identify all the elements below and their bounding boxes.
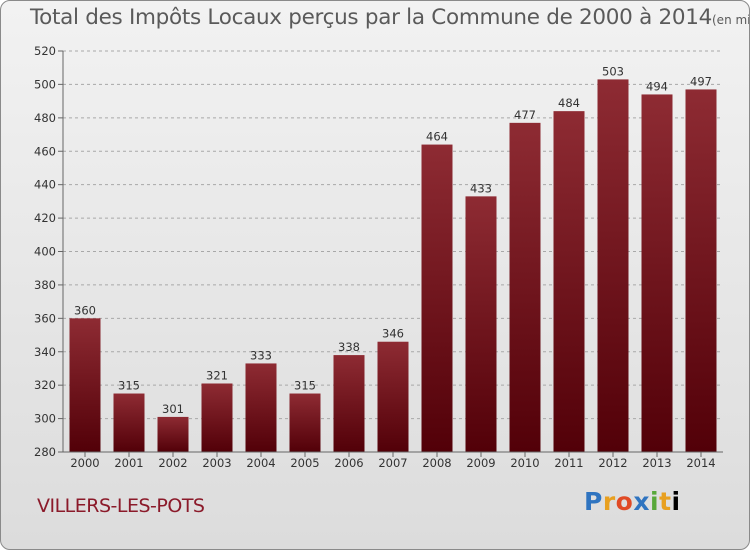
data-label: 477 xyxy=(514,108,536,122)
bar-2000 xyxy=(69,318,101,452)
bar-2010 xyxy=(509,122,541,453)
data-label: 360 xyxy=(74,303,96,317)
x-tick-label: 2002 xyxy=(158,456,187,470)
bar-2003 xyxy=(201,383,233,452)
bar-2005 xyxy=(289,393,321,452)
data-label: 346 xyxy=(382,327,404,341)
data-label: 315 xyxy=(294,379,316,393)
y-tick-label: 360 xyxy=(34,311,56,325)
y-tick-label: 280 xyxy=(34,445,56,459)
x-tick-label: 2010 xyxy=(510,456,539,470)
data-label: 433 xyxy=(470,181,492,195)
y-tick-label: 420 xyxy=(34,211,56,225)
bar-2011 xyxy=(553,111,585,453)
y-tick-label: 340 xyxy=(34,345,56,359)
bar-2014 xyxy=(685,89,717,452)
x-tick-label: 2009 xyxy=(466,456,495,470)
y-tick-label: 300 xyxy=(34,412,56,426)
data-label: 315 xyxy=(118,379,140,393)
chart-title: Total des Impôts Locaux perçus par la Co… xyxy=(30,5,750,30)
chart-unit: (en milliers d'€) xyxy=(712,13,750,27)
y-tick-label: 480 xyxy=(34,111,56,125)
bar-2013 xyxy=(641,94,673,453)
y-tick-label: 400 xyxy=(34,245,56,259)
bars: 360 315 301 321 333 315 338 346 464 433 477 484 503 4… xyxy=(69,64,717,453)
x-tick-label: 2014 xyxy=(686,456,715,470)
x-tick-label: 2003 xyxy=(202,456,231,470)
chart-title-text: Total des Impôts Locaux perçus par la Co… xyxy=(30,5,712,30)
bar-2004 xyxy=(245,363,277,452)
x-tick-label: 2005 xyxy=(290,456,319,470)
y-tick-label: 500 xyxy=(34,77,56,91)
proxiti-logo: Proxiti xyxy=(584,487,681,516)
y-tick-label: 380 xyxy=(34,278,56,292)
data-label: 503 xyxy=(602,64,624,78)
x-tick-label: 2007 xyxy=(378,456,407,470)
x-tick-label: 2008 xyxy=(422,456,451,470)
x-tick-label: 2000 xyxy=(70,456,99,470)
y-tick-label: 320 xyxy=(34,378,56,392)
bar-2002 xyxy=(157,416,189,452)
bar-2009 xyxy=(465,196,497,452)
bar-2001 xyxy=(113,393,145,452)
data-label: 333 xyxy=(250,348,272,362)
x-tick-label: 2011 xyxy=(554,456,583,470)
bar-2007 xyxy=(377,341,409,452)
bar-2006 xyxy=(333,355,365,452)
data-label: 338 xyxy=(338,340,360,354)
data-label: 494 xyxy=(646,79,668,93)
commune-name: VILLERS-LES-POTS xyxy=(37,495,205,517)
bar-2012 xyxy=(597,79,629,452)
y-tick-label: 460 xyxy=(34,144,56,158)
x-tick-label: 2004 xyxy=(246,456,275,470)
x-tick-label: 2013 xyxy=(642,456,671,470)
data-label: 321 xyxy=(206,368,228,382)
x-tick-label: 2012 xyxy=(598,456,627,470)
data-label: 301 xyxy=(162,402,184,416)
axes: 280 300 320 340 360 380 400 420 440 460 480 500 520 2… xyxy=(34,44,723,470)
y-tick-label: 440 xyxy=(34,178,56,192)
bar-2008 xyxy=(421,144,453,453)
x-tick-label: 2001 xyxy=(114,456,143,470)
x-tick-label: 2006 xyxy=(334,456,363,470)
data-label: 497 xyxy=(690,74,712,88)
data-label: 484 xyxy=(558,96,580,110)
data-label: 464 xyxy=(426,130,448,144)
y-tick-label: 520 xyxy=(34,44,56,58)
